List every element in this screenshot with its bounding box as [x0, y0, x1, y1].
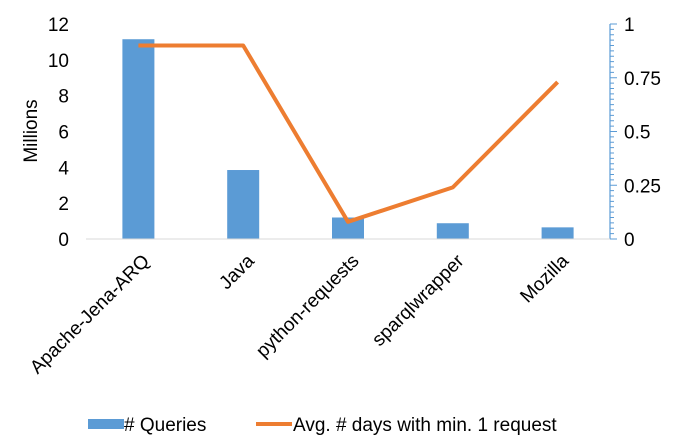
- right-tick-label: 0: [624, 230, 635, 251]
- legend-line-label: Avg. # days with min. 1 request: [293, 415, 557, 436]
- category-label: Java: [216, 250, 260, 294]
- category-label: Apache-Jena-ARQ: [26, 251, 154, 379]
- right-axis: 0 0.25 0.5 0.75 1: [609, 15, 661, 251]
- category-label: sparqlwrapper: [368, 250, 468, 350]
- bar: [436, 223, 469, 239]
- left-tick-label: 2: [58, 194, 69, 215]
- bar: [332, 217, 364, 239]
- bar: [541, 227, 574, 239]
- right-tick-label: 0.25: [624, 176, 661, 197]
- legend-bar-swatch: [88, 419, 124, 429]
- y-axis-title: Millions: [21, 99, 42, 162]
- left-tick-label: 10: [48, 51, 69, 72]
- category-label: python-requests: [252, 251, 363, 362]
- legend-bar-label: # Queries: [124, 415, 206, 436]
- right-tick-label: 0.5: [624, 123, 650, 144]
- line-path: [138, 43, 560, 224]
- line-series: [138, 43, 560, 224]
- left-tick-label: 8: [58, 87, 69, 108]
- left-tick-label: 6: [58, 123, 69, 144]
- bar-series: [122, 39, 574, 239]
- legend: # Queries Avg. # days with min. 1 reques…: [88, 415, 557, 436]
- left-tick-label: 0: [58, 230, 69, 251]
- bar: [227, 170, 260, 239]
- right-tick-label: 1: [624, 15, 635, 36]
- left-tick-label: 4: [58, 158, 69, 179]
- category-label: Mozilla: [516, 250, 573, 307]
- left-axis-ticks: 0 2 4 6 8 10 12: [48, 15, 70, 251]
- right-tick-label: 0.75: [624, 69, 661, 90]
- left-tick-label: 12: [48, 15, 69, 36]
- bar: [122, 39, 155, 239]
